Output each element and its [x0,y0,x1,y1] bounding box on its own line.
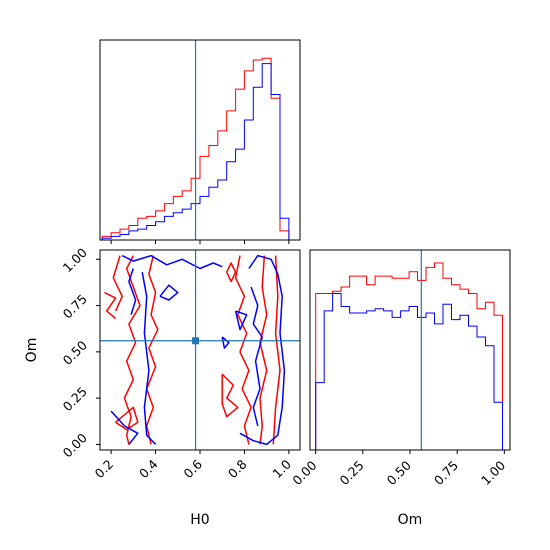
contour-series-1-path-10 [221,373,239,418]
contour-series-1-path-9 [272,255,281,445]
contour-series-1-path-5 [104,291,117,320]
contour-series-2-path-5 [110,410,139,445]
y-axis-label-om: Om [24,338,40,363]
contour-series-1-path-7 [234,255,252,445]
contour-series-1-path-1 [123,255,141,445]
contour-series-2-path-6 [239,254,286,446]
contour-series-1-path-4 [145,255,159,445]
contour-series-2-path-8 [221,336,230,349]
contour-series-1-path-6 [226,262,237,283]
contour-series-2-path-4 [159,284,179,301]
h0-marginal-histogram [99,39,301,244]
contour-series-2-path-3 [141,272,157,445]
contour-series-2-path-7 [250,286,263,427]
x-axis-label-h0: H0 [190,512,209,528]
contour-series-1-path-8 [259,255,268,445]
x-axis-label-om: Om [398,512,423,528]
contour-series-2-path-2 [128,268,137,316]
contour-series-2-path-9 [234,310,248,331]
contour-series-2-path-1 [121,254,223,270]
contour-truth-marker [192,337,200,345]
contour-series-1-path-2 [112,255,123,312]
om-histogram-series-2 [315,293,503,450]
om-histogram-series-1 [315,262,503,450]
contour-series-1-path-3 [115,406,139,431]
